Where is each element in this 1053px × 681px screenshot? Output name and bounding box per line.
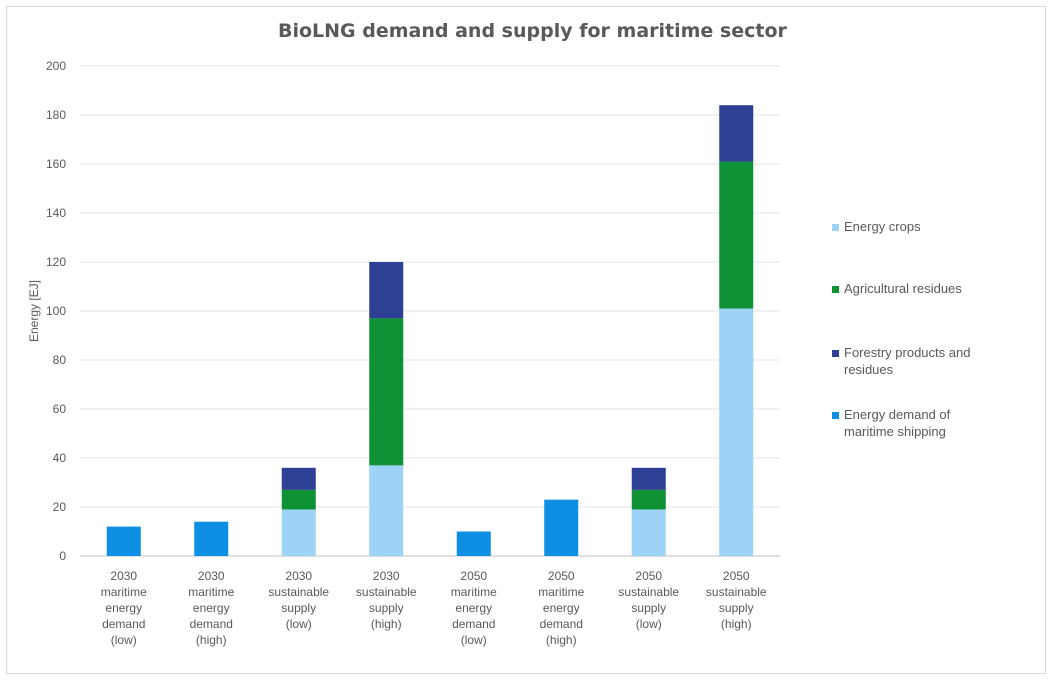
x-tick-label-line: (high): [546, 633, 577, 647]
bar-segment: [719, 161, 754, 309]
x-tick-label-line: sustainable: [618, 585, 679, 599]
x-tick-label-line: (high): [371, 617, 402, 631]
bar-segment: [631, 489, 666, 510]
bar-segment: [369, 262, 404, 319]
x-tick-label-line: demand: [452, 617, 495, 631]
bar-segment: [106, 526, 141, 556]
bar-segment: [194, 521, 229, 556]
y-tick-label: 0: [59, 549, 66, 563]
x-tick-label-line: 2030: [285, 569, 312, 583]
y-axis-label: Energy [EJ]: [27, 280, 41, 342]
chart-title: BioLNG demand and supply for maritime se…: [278, 20, 787, 42]
legend-swatch: [832, 350, 839, 357]
y-tick-label: 200: [46, 59, 66, 73]
x-tick-label-line: energy: [105, 601, 142, 615]
x-tick-label-line: energy: [543, 601, 580, 615]
legend-label: Agricultural residues: [844, 280, 962, 297]
x-tick-label-line: (high): [196, 633, 227, 647]
legend-label: Energy demand of maritime shipping: [844, 406, 950, 440]
x-tick-label-line: 2050: [723, 569, 750, 583]
x-tick-label-line: maritime: [101, 585, 147, 599]
bar-segment: [369, 465, 404, 556]
bar-segment: [456, 531, 491, 556]
x-tick-label-line: (low): [111, 633, 137, 647]
legend-label: Forestry products and residues: [844, 344, 970, 378]
x-tick-label-line: 2030: [198, 569, 225, 583]
legend-item: Agricultural residues: [832, 280, 1032, 297]
x-tick-label: 2050 maritime energy demand (low): [451, 569, 497, 647]
x-tick-label-line: demand: [540, 617, 583, 631]
y-tick-label: 180: [46, 108, 66, 122]
x-tick-label-line: supply: [369, 601, 404, 615]
x-tick-label: 2050 sustainable supply (low): [618, 569, 679, 631]
x-tick-label-line: 2050: [635, 569, 662, 583]
y-tick-label: 80: [53, 353, 67, 367]
x-tick-label-line: demand: [190, 617, 233, 631]
x-tick-label: 2030 maritime energy demand (low): [101, 569, 147, 647]
x-tick-label-line: (low): [636, 617, 662, 631]
bar-segment: [369, 318, 404, 466]
x-tick-label-line: 2030: [110, 569, 137, 583]
legend-label: Energy crops: [844, 218, 921, 235]
legend-label-line: Forestry products and: [844, 345, 971, 360]
x-tick-label-line: supply: [631, 601, 666, 615]
x-tick-label-line: supply: [281, 601, 316, 615]
legend-label-line: maritime shipping: [844, 424, 946, 439]
x-tick-label-line: maritime: [538, 585, 584, 599]
x-tick-label: 2030 sustainable supply (low): [268, 569, 329, 631]
y-tick-label: 100: [46, 304, 66, 318]
x-tick-label-line: energy: [455, 601, 492, 615]
y-tick-label: 140: [46, 206, 66, 220]
x-tick-label-line: (low): [286, 617, 312, 631]
y-tick-label: 20: [53, 500, 67, 514]
legend-swatch: [832, 412, 839, 419]
x-tick-label-line: maritime: [451, 585, 497, 599]
chart-frame: [6, 6, 1046, 674]
legend-item: Energy demand of maritime shipping: [832, 406, 1032, 440]
y-tick-label: 160: [46, 157, 66, 171]
legend-label-line: residues: [844, 362, 894, 377]
legend-swatch: [832, 286, 839, 293]
x-tick-label: 2030 sustainable supply (high): [356, 569, 417, 631]
bar-segment: [281, 467, 316, 490]
bar-segment: [281, 489, 316, 510]
legend-label-line: Energy crops: [844, 219, 921, 234]
x-tick-label-line: sustainable: [356, 585, 417, 599]
x-tick-label-line: supply: [719, 601, 754, 615]
x-tick-label-line: sustainable: [268, 585, 329, 599]
x-tick-label: 2050 maritime energy demand (high): [538, 569, 584, 647]
legend-item: Energy crops: [832, 218, 1032, 235]
x-tick-label-line: 2050: [548, 569, 575, 583]
bar-segment: [631, 467, 666, 490]
legend-label-line: Agricultural residues: [844, 281, 962, 296]
bar-segment: [631, 509, 666, 556]
bar-segment: [719, 105, 754, 162]
x-tick-label-line: 2030: [373, 569, 400, 583]
y-tick-label: 60: [53, 402, 67, 416]
y-tick-label: 40: [53, 451, 67, 465]
x-tick-label: 2050 sustainable supply (high): [706, 569, 767, 631]
x-tick-label-line: (low): [461, 633, 487, 647]
y-tick-label: 120: [46, 255, 66, 269]
x-tick-label-line: energy: [193, 601, 230, 615]
x-tick-label-line: sustainable: [706, 585, 767, 599]
legend-label-line: Energy demand of: [844, 407, 951, 422]
bar-segment: [719, 308, 754, 556]
x-tick-label-line: (high): [721, 617, 752, 631]
legend-item: Forestry products and residues: [832, 344, 1032, 378]
bar-segment: [544, 499, 579, 556]
x-tick-label-line: demand: [102, 617, 145, 631]
bar-segment: [281, 509, 316, 556]
legend-swatch: [832, 224, 839, 231]
x-tick-label-line: maritime: [188, 585, 234, 599]
x-tick-label: 2030 maritime energy demand (high): [188, 569, 234, 647]
x-tick-label-line: 2050: [460, 569, 487, 583]
